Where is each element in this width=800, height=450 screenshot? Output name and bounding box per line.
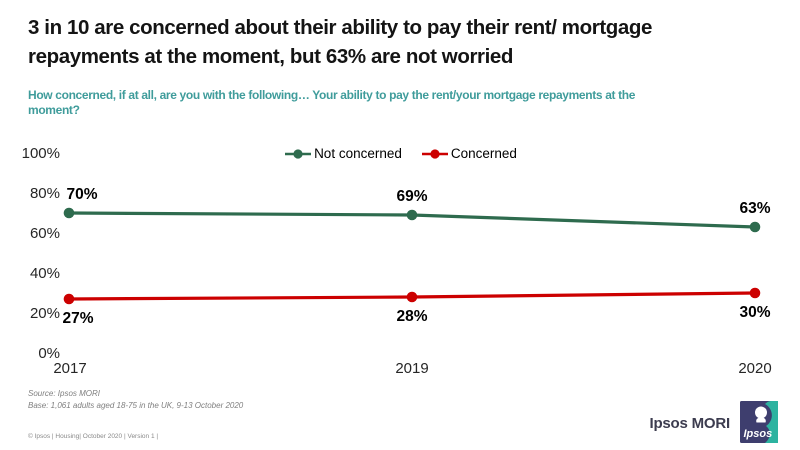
logo-face-icon (755, 406, 767, 419)
data-point (406, 209, 418, 221)
legend-label: Not concerned (314, 146, 402, 161)
chart-legend: Not concerned Concerned (0, 146, 800, 161)
data-point (749, 221, 761, 233)
y-tick-label: 60% (30, 225, 60, 242)
data-label: 69% (396, 188, 427, 205)
y-tick-label: 80% (30, 185, 60, 202)
page-title: 3 in 10 are concerned about their abilit… (28, 16, 652, 68)
x-tick-label: 2020 (738, 360, 771, 377)
legend-marker-icon (421, 148, 448, 159)
y-tick-label: 0% (38, 345, 60, 362)
data-label: 63% (739, 200, 770, 217)
legend-item: Concerned (420, 146, 517, 161)
legend-label: Concerned (450, 146, 517, 161)
source-note: Source: Ipsos MORI Base: 1,061 adults ag… (28, 389, 244, 410)
ipsos-logo-icon: Ipsos (740, 401, 778, 443)
legend-item: Not concerned (283, 146, 402, 161)
logo-text: Ipsos (744, 428, 773, 440)
x-tick-label: 2019 (395, 360, 428, 377)
data-point (63, 293, 75, 305)
y-tick-label: 40% (30, 265, 60, 282)
x-tick-label: 2017 (53, 360, 86, 377)
data-label: 27% (62, 310, 93, 327)
data-label: 70% (66, 186, 97, 203)
survey-question-subtitle: How concerned, if at all, are you with t… (28, 88, 636, 117)
data-point (63, 207, 75, 219)
y-tick-label: 100% (22, 145, 60, 162)
copyright-note: © Ipsos | Housing| October 2020 | Versio… (28, 433, 159, 440)
data-label: 28% (396, 308, 427, 325)
data-point (749, 287, 761, 299)
logo-face-neck (756, 417, 766, 423)
data-point (406, 291, 418, 303)
logo-teal-shape (765, 401, 778, 443)
data-label: 30% (739, 304, 770, 321)
y-tick-label: 20% (30, 305, 60, 322)
line-chart: 100% 80% 60% 40% 20% 0%2017 2019 2020 70% 69% 63% 2… (22, 145, 772, 377)
brand-wordmark: Ipsos MORI (649, 415, 730, 432)
legend-marker-icon (285, 148, 312, 159)
